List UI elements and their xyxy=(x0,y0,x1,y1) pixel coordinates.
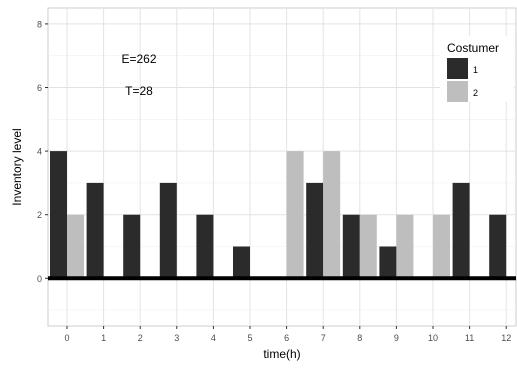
y-tick-label: 8 xyxy=(37,19,42,29)
bar-series-2 xyxy=(323,151,341,279)
x-tick-label: 6 xyxy=(284,333,289,343)
bar-series-1 xyxy=(306,182,324,279)
bar-series-1 xyxy=(452,182,470,279)
legend-key-2 xyxy=(447,81,468,102)
x-tick-label: 2 xyxy=(138,333,143,343)
x-tick-label: 7 xyxy=(321,333,326,343)
y-tick-label: 6 xyxy=(37,83,42,93)
bar-series-2 xyxy=(396,214,414,279)
bar-series-1 xyxy=(379,246,397,279)
annotation-time: T=28 xyxy=(125,84,153,98)
legend-key-1 xyxy=(447,58,468,79)
legend-items: 12 xyxy=(447,58,478,102)
x-tick-label: 9 xyxy=(394,333,399,343)
legend-title: Costumer xyxy=(447,41,499,55)
x-tick-label: 1 xyxy=(101,333,106,343)
bar-series-2 xyxy=(359,214,377,279)
y-tick-label: 2 xyxy=(37,210,42,220)
x-tick-label: 3 xyxy=(174,333,179,343)
bar-series-1 xyxy=(233,246,250,279)
bar-series-1 xyxy=(196,214,214,279)
y-tick-label: 0 xyxy=(37,274,42,284)
x-tick-label: 0 xyxy=(64,333,69,343)
y-tick-label: 4 xyxy=(37,147,42,157)
x-tick-label: 10 xyxy=(428,333,438,343)
x-tick-label: 12 xyxy=(501,333,511,343)
bar-series-1 xyxy=(86,182,104,279)
legend: Costumer 12 xyxy=(440,36,514,102)
annotation-energy: E=262 xyxy=(121,52,156,66)
bars xyxy=(50,151,507,279)
x-tick-label: 8 xyxy=(357,333,362,343)
bar-series-2 xyxy=(433,214,450,279)
bar-series-1 xyxy=(50,151,67,279)
bar-series-1 xyxy=(159,182,177,279)
bar-series-2 xyxy=(286,151,304,279)
x-tick-label: 5 xyxy=(247,333,252,343)
legend-label-1: 1 xyxy=(473,65,478,75)
legend-label-2: 2 xyxy=(473,88,478,98)
x-tick-label: 4 xyxy=(211,333,216,343)
bar-series-1 xyxy=(123,214,141,279)
x-tick-label: 11 xyxy=(465,333,474,343)
bar-series-2 xyxy=(67,214,84,279)
bar-series-1 xyxy=(489,214,507,279)
y-axis-label: Inventory level xyxy=(10,128,24,205)
x-axis-label: time(h) xyxy=(263,347,300,361)
bar-series-1 xyxy=(342,214,360,279)
